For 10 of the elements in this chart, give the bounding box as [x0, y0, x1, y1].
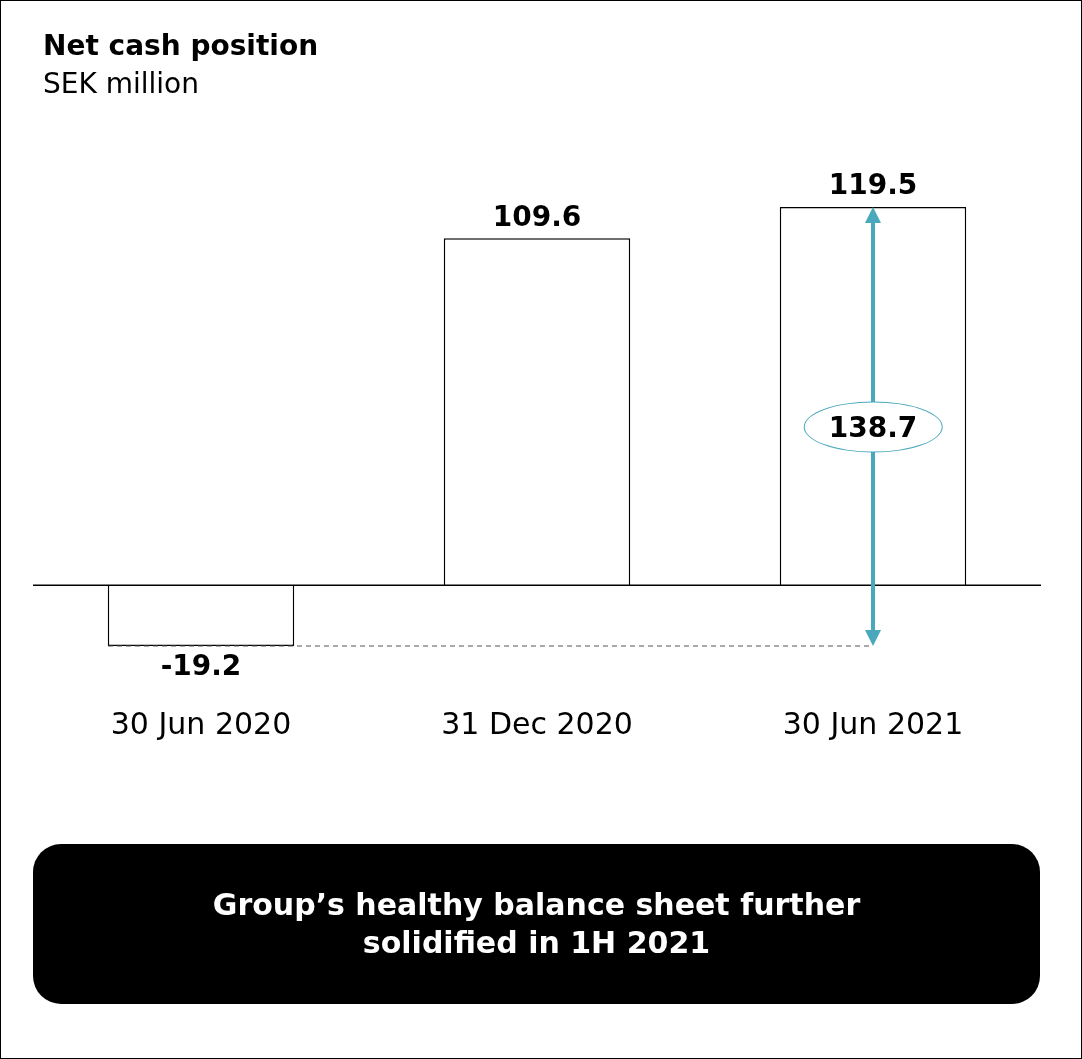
x-tick-label: 30 Jun 2021	[782, 705, 964, 741]
data-label: 109.6	[492, 199, 582, 233]
data-label: -19.2	[160, 649, 242, 683]
text: Group’s healthy balance sheet further solidified in 1H 2021	[33, 844, 1040, 1004]
x-tick-label: 30 Jun 2020	[110, 705, 292, 741]
chart-title: Net cash position	[43, 29, 319, 62]
data-label: 119.5	[828, 168, 918, 202]
chart-subtitle: SEK million	[43, 67, 199, 100]
x-tick-label: 31 Dec 2020	[441, 705, 633, 741]
annotation: 138.7	[803, 401, 943, 452]
